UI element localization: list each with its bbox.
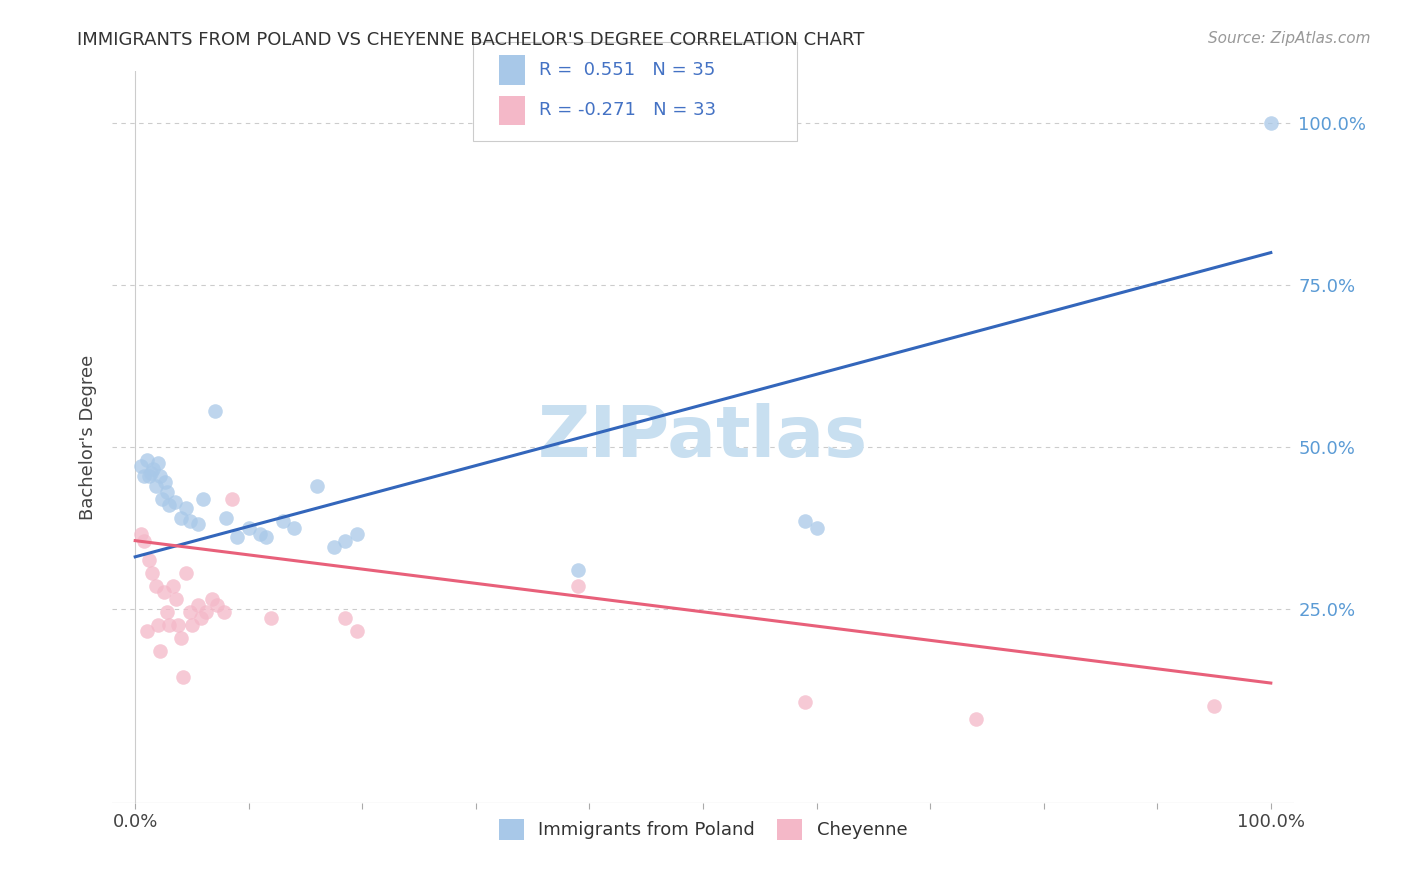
Point: [157, 498, 180, 512]
Point: [179, 605, 201, 619]
Point: [201, 591, 224, 606]
Text: IMMIGRANTS FROM POLAND VS CHEYENNE BACHELOR'S DEGREE CORRELATION CHART: IMMIGRANTS FROM POLAND VS CHEYENNE BACHE…: [77, 31, 865, 49]
Point: [179, 514, 201, 528]
Point: [215, 511, 238, 525]
Point: [205, 599, 228, 613]
Point: [156, 605, 179, 619]
Point: [335, 533, 357, 548]
Point: [149, 643, 172, 657]
Point: [794, 514, 817, 528]
Point: [152, 491, 174, 506]
Legend: Immigrants from Poland, Cheyenne: Immigrants from Poland, Cheyenne: [489, 810, 917, 848]
Point: [187, 599, 209, 613]
Point: [190, 611, 212, 625]
Point: [174, 501, 197, 516]
Point: [305, 478, 328, 492]
Point: [169, 511, 191, 525]
Point: [193, 491, 215, 506]
Point: [134, 469, 156, 483]
Point: [145, 478, 167, 492]
FancyBboxPatch shape: [472, 42, 797, 141]
Point: [335, 611, 357, 625]
Point: [145, 579, 167, 593]
Point: [322, 540, 346, 554]
Point: [141, 566, 163, 580]
Point: [139, 466, 162, 480]
Point: [1260, 116, 1282, 130]
Point: [146, 456, 169, 470]
Y-axis label: Bachelor's Degree: Bachelor's Degree: [79, 354, 97, 520]
Point: [254, 530, 277, 544]
Point: [162, 579, 184, 593]
Point: [157, 617, 180, 632]
Point: [260, 611, 283, 625]
Point: [226, 530, 249, 544]
Point: [1202, 698, 1225, 713]
Point: [965, 712, 987, 726]
Point: [806, 521, 828, 535]
Point: [221, 491, 243, 506]
Point: [156, 485, 179, 500]
Point: [135, 452, 157, 467]
Point: [204, 404, 226, 418]
Point: [167, 617, 190, 632]
Point: [153, 475, 176, 490]
Point: [283, 521, 305, 535]
Text: ZIPatlas: ZIPatlas: [538, 402, 868, 472]
Point: [146, 617, 169, 632]
Point: [138, 469, 160, 483]
Point: [174, 566, 197, 580]
Point: [346, 624, 368, 639]
Point: [142, 462, 165, 476]
Point: [138, 553, 160, 567]
Point: [187, 517, 209, 532]
Point: [194, 605, 217, 619]
FancyBboxPatch shape: [499, 55, 524, 85]
Text: R = -0.271   N = 33: R = -0.271 N = 33: [538, 102, 716, 120]
Point: [794, 696, 817, 710]
Point: [135, 624, 157, 639]
Point: [172, 669, 194, 683]
Point: [163, 495, 186, 509]
Point: [271, 514, 294, 528]
Point: [129, 459, 152, 474]
Point: [238, 521, 260, 535]
Point: [567, 563, 589, 577]
Point: [181, 617, 204, 632]
FancyBboxPatch shape: [499, 95, 524, 125]
Text: R =  0.551   N = 35: R = 0.551 N = 35: [538, 62, 716, 79]
Point: [212, 605, 235, 619]
Point: [165, 591, 187, 606]
Text: Source: ZipAtlas.com: Source: ZipAtlas.com: [1208, 31, 1371, 46]
Point: [152, 585, 174, 599]
Point: [129, 527, 152, 541]
Point: [249, 527, 271, 541]
Point: [149, 469, 172, 483]
Point: [567, 579, 589, 593]
Point: [169, 631, 191, 645]
Point: [346, 527, 368, 541]
Point: [134, 533, 156, 548]
